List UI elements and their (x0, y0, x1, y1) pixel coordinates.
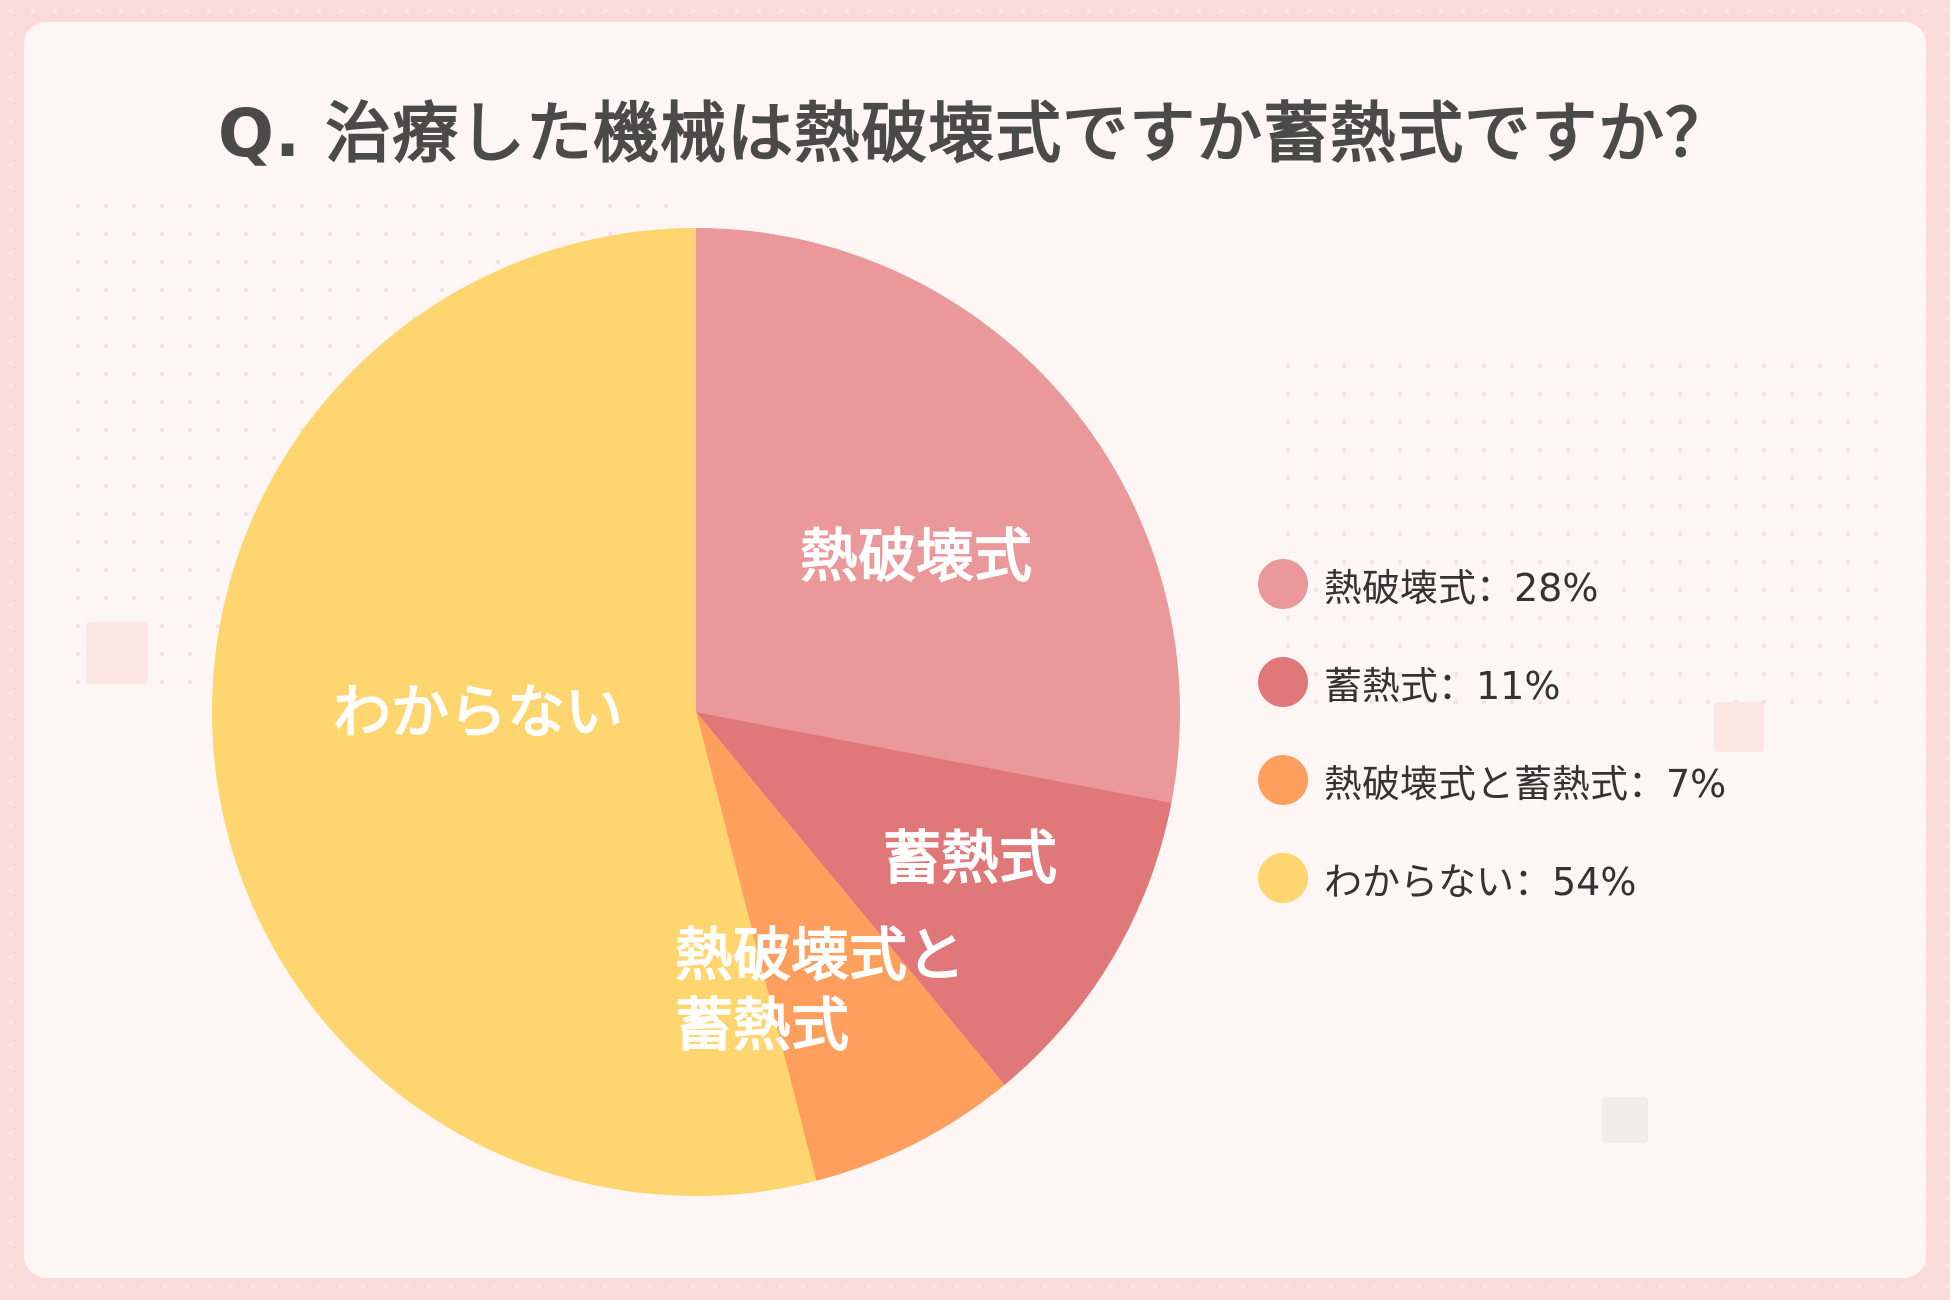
decorative-square (86, 622, 148, 684)
pie-slice (696, 712, 1005, 1181)
legend-item: 熱破壊式：28% (1258, 535, 1726, 633)
slice-label: 蓄熱式 (883, 824, 1057, 892)
slice-label: 熱破壊式 (800, 522, 1032, 590)
legend-swatch (1258, 755, 1308, 805)
chart-title: Q. 治療した機械は熱破壊式ですか蓄熱式ですか？ (217, 95, 1733, 172)
legend-label: 蓄熱式：11% (1324, 663, 1561, 708)
pie-slice (211, 228, 817, 1197)
legend-label: 熱破壊式と蓄熱式：7% (1324, 761, 1727, 806)
legend-item: わからない：54% (1258, 829, 1726, 927)
legend-swatch (1258, 657, 1308, 707)
legend-swatch (1258, 853, 1308, 903)
pie-slice (696, 712, 1172, 1085)
legend-item: 蓄熱式：11% (1258, 633, 1726, 731)
slice-label: わからない (333, 678, 623, 746)
legend-label: 熱破壊式：28% (1324, 565, 1599, 610)
decorative-square (1714, 702, 1764, 752)
decorative-square (1602, 1097, 1648, 1143)
decorative-dots (1274, 352, 1894, 712)
pie-slice (696, 228, 1181, 803)
legend-label: わからない：54% (1324, 859, 1637, 904)
slice-label: 熱破壊式と蓄熱式 (675, 921, 965, 1059)
legend-item: 熱破壊式と蓄熱式：7% (1258, 731, 1726, 829)
chart-legend: 熱破壊式：28% 蓄熱式：11% 熱破壊式と蓄熱式：7% わからない：54% (1258, 535, 1726, 927)
legend-swatch (1258, 559, 1308, 609)
